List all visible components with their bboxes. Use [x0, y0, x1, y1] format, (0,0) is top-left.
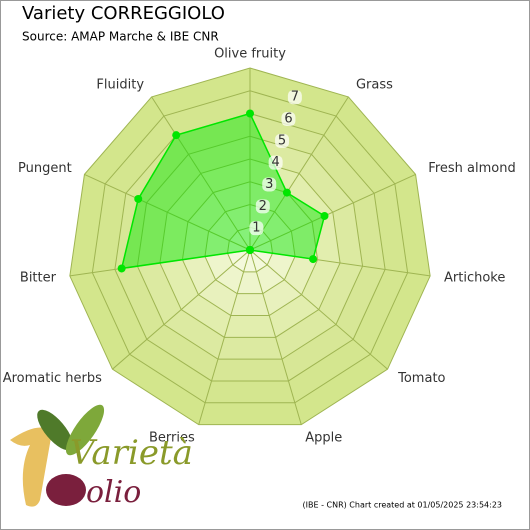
category-label: Berries [149, 431, 195, 446]
r-tick-label: 4 [271, 155, 279, 170]
data-point [246, 246, 254, 254]
category-label: Grass [356, 78, 393, 93]
logo-shape [10, 427, 52, 507]
tick-label-bg [281, 112, 296, 127]
axis-spoke [151, 96, 251, 251]
data-point [134, 194, 143, 203]
credit: (IBE - CNR) Chart created at 01/05/2025 … [303, 501, 503, 510]
logo-word: olio [86, 475, 141, 510]
axis-spoke [112, 249, 251, 370]
r-tick-label: 3 [265, 177, 273, 192]
data-point [117, 264, 126, 273]
chart-subtitle: Source: AMAP Marche & IBE CNR [22, 30, 219, 44]
category-label: Artichoke [444, 270, 505, 285]
axis-spoke [249, 249, 388, 370]
tick-label-bg [275, 133, 290, 148]
logo-leaf [37, 409, 73, 451]
logo-leaf [65, 404, 105, 456]
tick-label-bg [249, 221, 264, 236]
data-point [320, 211, 329, 220]
logo: Varietà olio [10, 404, 193, 510]
category-label: Tomato [397, 371, 445, 386]
axis-spoke [198, 249, 251, 425]
category-label: Olive fruity [214, 47, 286, 62]
data-point [309, 255, 318, 264]
axis-spoke [249, 173, 416, 251]
r-tick-label: 6 [284, 112, 292, 127]
tick-label-bg [255, 199, 270, 214]
logo-olive [46, 474, 86, 506]
data-point [282, 188, 291, 197]
tick-label-bg [287, 90, 302, 105]
axis-spoke [249, 96, 349, 251]
category-label: Apple [305, 431, 342, 446]
radar-plot: 1 2 3 4 5 6 7 Olive fruity Grass Fresh almond Arti… [3, 47, 516, 446]
logo-word: Varietà [70, 433, 193, 473]
axis-spoke [84, 173, 251, 251]
category-label: Pungent [18, 161, 72, 176]
data-point [172, 131, 181, 140]
chart-title: Variety CORREGGIOLO [22, 3, 225, 24]
r-tick-label: 7 [291, 90, 299, 105]
category-label: Bitter [20, 270, 57, 285]
category-label: Fluidity [96, 78, 144, 93]
r-tick-label: 5 [278, 133, 286, 148]
tick-label-bg [262, 177, 277, 192]
axis-spoke [249, 249, 302, 425]
data-point [246, 109, 254, 118]
category-label: Aromatic herbs [3, 371, 102, 386]
r-tick-label: 1 [252, 221, 260, 236]
r-tick-label: 2 [259, 199, 267, 214]
category-label: Fresh almond [428, 161, 515, 176]
tick-label-bg [268, 155, 283, 170]
